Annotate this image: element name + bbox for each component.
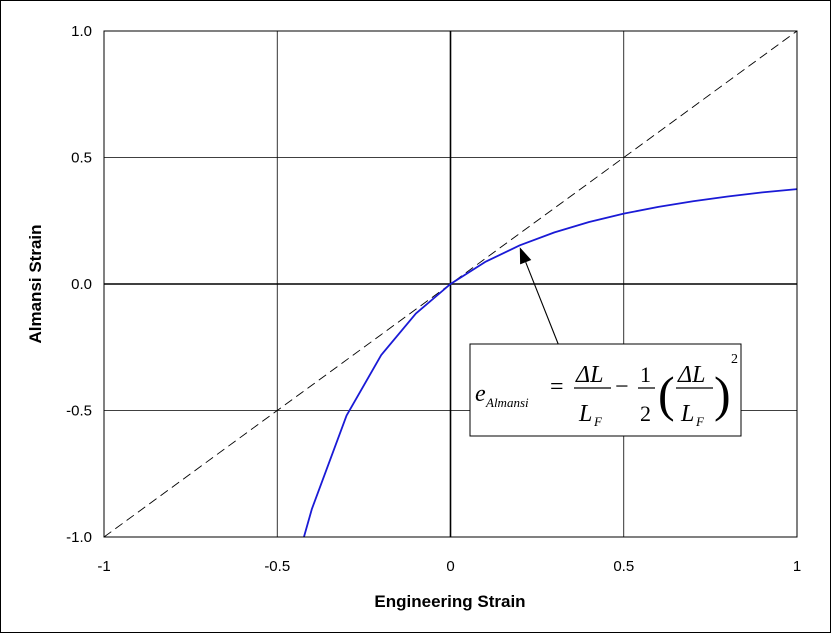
equation-l-2: L bbox=[680, 401, 694, 427]
arrow-head bbox=[519, 247, 532, 265]
equation-f-subscript-1: F bbox=[593, 414, 603, 429]
x-tick-label-0: -1 bbox=[97, 558, 110, 575]
equation-box-border bbox=[469, 343, 742, 437]
y-tick-labels: -1.0 -0.5 0.0 0.5 1.0 bbox=[66, 23, 92, 546]
x-tick-label-3: 0.5 bbox=[613, 558, 634, 575]
x-axis-title: Engineering Strain bbox=[374, 592, 525, 611]
y-tick-label-0: -1.0 bbox=[66, 529, 92, 546]
equation-box: e Almansi = ΔL L F − 1 2 ( ΔL L F ) 2 bbox=[469, 343, 742, 437]
equation-equals: = bbox=[550, 374, 564, 400]
reference-line bbox=[103, 30, 798, 538]
y-tick-label-1: -0.5 bbox=[66, 403, 92, 420]
equation-subscript: Almansi bbox=[485, 395, 529, 410]
equation-delta-l-1: ΔL bbox=[575, 362, 603, 388]
almansi-curve bbox=[303, 188, 798, 538]
x-tick-label-2: 0 bbox=[446, 558, 454, 575]
equation-minus: − bbox=[615, 374, 629, 400]
arrow-shaft bbox=[525, 261, 560, 347]
equation-left-paren: ( bbox=[658, 366, 675, 422]
annotation-arrow bbox=[519, 247, 560, 347]
reference-line-group bbox=[103, 30, 798, 538]
y-tick-label-2: 0.0 bbox=[71, 276, 92, 293]
y-axis-title: Almansi Strain bbox=[26, 224, 45, 343]
y-tick-label-3: 0.5 bbox=[71, 150, 92, 167]
x-tick-label-4: 1 bbox=[793, 558, 801, 575]
equation-delta-l-2: ΔL bbox=[677, 362, 705, 388]
equation-f-subscript-2: F bbox=[695, 414, 705, 429]
equation-right-paren: ) bbox=[714, 366, 731, 422]
y-tick-label-4: 1.0 bbox=[71, 23, 92, 40]
equation-exponent: 2 bbox=[731, 352, 738, 367]
plot-area-border bbox=[103, 30, 798, 538]
equation-e: e bbox=[475, 381, 486, 407]
x-tick-labels: -1 -0.5 0 0.5 1 bbox=[97, 558, 801, 575]
equation-two: 2 bbox=[640, 401, 651, 426]
equation-l-1: L bbox=[578, 401, 592, 427]
equation-one: 1 bbox=[640, 362, 651, 387]
x-tick-label-1: -0.5 bbox=[264, 558, 290, 575]
almansi-curve-group bbox=[303, 188, 798, 538]
